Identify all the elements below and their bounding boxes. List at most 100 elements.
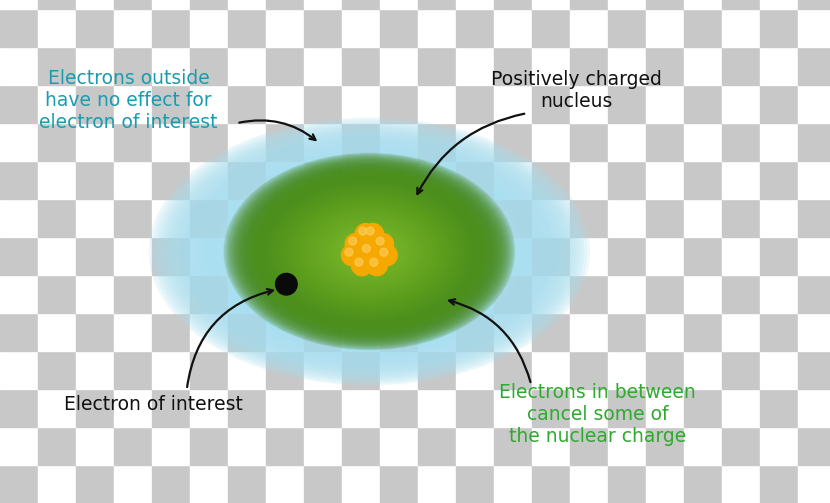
Bar — [0, 161, 38, 199]
Bar — [342, 465, 380, 503]
Bar — [76, 427, 114, 465]
Bar — [380, 427, 418, 465]
Ellipse shape — [272, 186, 466, 317]
Ellipse shape — [193, 145, 545, 358]
Ellipse shape — [265, 188, 474, 315]
Bar — [304, 123, 342, 161]
Ellipse shape — [304, 207, 435, 296]
Ellipse shape — [327, 223, 412, 280]
Ellipse shape — [177, 135, 562, 368]
Ellipse shape — [361, 245, 378, 258]
Ellipse shape — [149, 118, 589, 385]
Ellipse shape — [263, 180, 476, 323]
Ellipse shape — [329, 224, 410, 279]
Bar — [494, 427, 532, 465]
Bar — [456, 9, 494, 47]
Bar — [0, 427, 38, 465]
Bar — [646, 427, 684, 465]
Bar — [760, 275, 798, 313]
Bar — [608, 47, 646, 85]
Ellipse shape — [334, 228, 404, 275]
Bar — [76, 85, 114, 123]
Bar — [570, 47, 608, 85]
Bar — [722, 313, 760, 351]
Bar — [76, 275, 114, 313]
Bar — [418, 465, 456, 503]
Ellipse shape — [242, 165, 497, 338]
Bar — [266, 237, 304, 275]
Bar — [190, 389, 228, 427]
Bar — [532, 199, 570, 237]
Ellipse shape — [260, 185, 480, 318]
Ellipse shape — [323, 220, 416, 283]
Ellipse shape — [334, 230, 405, 273]
Bar — [608, 0, 646, 9]
Ellipse shape — [281, 198, 457, 305]
Bar — [684, 161, 722, 199]
Bar — [722, 275, 760, 313]
Bar — [342, 351, 380, 389]
Bar — [152, 389, 190, 427]
Ellipse shape — [274, 187, 466, 316]
Bar — [76, 9, 114, 47]
Bar — [190, 351, 228, 389]
Bar — [418, 389, 456, 427]
Bar — [684, 465, 722, 503]
Ellipse shape — [280, 191, 460, 312]
Bar — [456, 85, 494, 123]
Bar — [608, 85, 646, 123]
Bar — [190, 9, 228, 47]
Bar — [152, 47, 190, 85]
Bar — [304, 351, 342, 389]
Bar — [266, 85, 304, 123]
Bar — [304, 47, 342, 85]
Ellipse shape — [199, 148, 540, 355]
Ellipse shape — [262, 179, 477, 324]
Ellipse shape — [311, 212, 427, 291]
Bar — [722, 47, 760, 85]
Circle shape — [355, 224, 376, 244]
Ellipse shape — [246, 177, 493, 326]
Ellipse shape — [234, 160, 505, 343]
Bar — [456, 275, 494, 313]
Bar — [38, 9, 76, 47]
Bar — [38, 389, 76, 427]
Bar — [684, 123, 722, 161]
Circle shape — [363, 244, 370, 253]
Ellipse shape — [326, 222, 413, 281]
Bar — [570, 351, 608, 389]
Ellipse shape — [243, 175, 496, 328]
Bar — [38, 47, 76, 85]
Bar — [190, 199, 228, 237]
Ellipse shape — [243, 166, 496, 337]
Bar — [608, 123, 646, 161]
Ellipse shape — [227, 165, 512, 338]
Bar — [608, 161, 646, 199]
Ellipse shape — [257, 176, 481, 327]
Ellipse shape — [231, 167, 508, 336]
Ellipse shape — [265, 181, 474, 322]
Bar — [646, 351, 684, 389]
Bar — [228, 47, 266, 85]
Ellipse shape — [247, 169, 491, 334]
Bar — [152, 85, 190, 123]
Bar — [228, 9, 266, 47]
Ellipse shape — [311, 216, 427, 287]
Bar — [76, 237, 114, 275]
Ellipse shape — [238, 172, 500, 331]
Bar — [760, 465, 798, 503]
Bar — [0, 9, 38, 47]
Circle shape — [345, 233, 366, 255]
Bar — [798, 0, 830, 9]
Bar — [304, 85, 342, 123]
Bar — [532, 351, 570, 389]
Bar — [798, 427, 830, 465]
Ellipse shape — [235, 170, 504, 333]
Bar — [646, 123, 684, 161]
Bar — [380, 199, 418, 237]
Ellipse shape — [320, 218, 419, 285]
Bar — [114, 0, 152, 9]
Bar — [0, 0, 38, 9]
Ellipse shape — [269, 184, 470, 319]
Bar — [570, 85, 608, 123]
